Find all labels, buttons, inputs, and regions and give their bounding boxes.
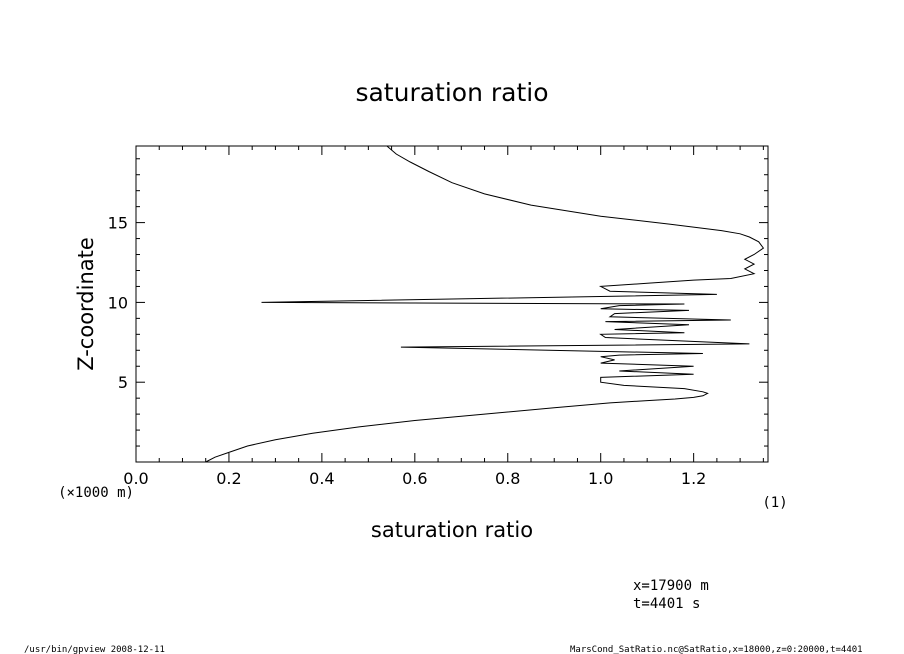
x-tick-label: 0.4 [309,469,334,488]
axes [135,145,769,463]
y-ticks: 5 10 15 [108,158,768,447]
x-ticks: 0.0 0.2 0.4 0.6 0.8 1.0 1.2 [123,146,764,488]
chart-title: saturation ratio [355,78,548,107]
x-tick-label: 0.0 [123,469,148,488]
plot-lines [205,145,765,463]
y-tick-label: 15 [108,214,128,233]
y-tick-label: 10 [108,293,128,312]
coord-t-readout: t=4401 s [633,596,700,612]
y-axis-unit: (×1000 m) [58,485,134,501]
coord-x-readout: x=17900 m [633,578,709,594]
source-footer: MarsCond_SatRatio.nc@SatRatio,x=18000,z=… [570,645,863,654]
x-tick-label: 1.2 [681,469,706,488]
y-tick-label: 5 [118,373,128,392]
program-footer: /usr/bin/gpview 2008-12-11 [24,645,165,654]
series-line [205,145,765,463]
x-tick-label: 0.6 [402,469,427,488]
x-tick-label: 0.2 [216,469,241,488]
y-axis-label: Z-coordinate [74,237,98,371]
x-axis-unit: (1) [762,495,787,511]
x-axis-label: saturation ratio [371,518,533,542]
plot-frame [135,145,769,463]
x-tick-label: 0.8 [495,469,520,488]
x-tick-label: 1.0 [588,469,613,488]
